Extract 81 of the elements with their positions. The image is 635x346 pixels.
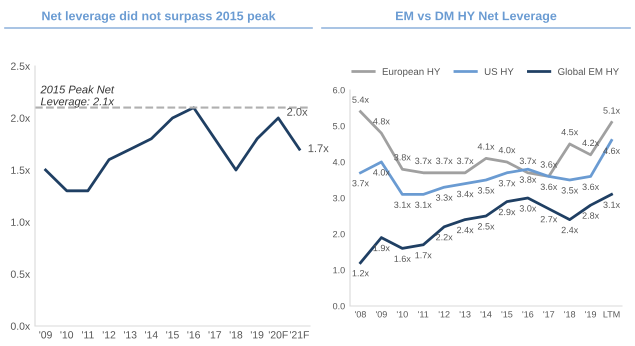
x-tick-label: '16 <box>187 331 200 339</box>
x-tick-label: '17 <box>208 331 222 338</box>
y-tick-label: 6.0 <box>333 86 345 94</box>
x-tick-label: '19 <box>585 311 596 318</box>
data-label: 2.7x <box>540 216 558 222</box>
x-tick-label: '13 <box>124 331 137 339</box>
data-label: 3.6x <box>540 184 558 190</box>
data-label: 3.0x <box>520 205 536 212</box>
x-tick-label: '21F <box>290 331 309 338</box>
x-tick-label: '19 <box>250 331 264 339</box>
legend-label: US HY <box>484 68 514 76</box>
ref-line-label: 2015 Peak Net Leverage: 2.1x <box>40 85 114 108</box>
data-label: 2.4x <box>562 226 578 234</box>
data-label: 3.8x <box>520 176 536 183</box>
x-tick-label: '17 <box>543 311 554 318</box>
data-label: 3.7x <box>436 158 453 164</box>
data-label: 4.8x <box>373 118 390 124</box>
x-tick-label: '20F <box>268 331 288 339</box>
x-tick-label: '09 <box>376 311 387 318</box>
x-tick-label: '10 <box>396 311 408 318</box>
data-label: 2.2x <box>436 234 453 240</box>
y-tick-label: 0.0 <box>332 302 345 310</box>
chart-title: EM vs DM HY Net Leverage <box>396 12 556 23</box>
x-tick-label: '12 <box>102 331 116 338</box>
data-label: 3.5x <box>562 187 578 194</box>
legend-label: European HY <box>382 68 440 77</box>
data-label: 3.1x <box>394 202 411 208</box>
data-label: 1.9x <box>374 244 390 252</box>
y-tick-label: 2.0 <box>333 230 345 238</box>
x-tick-label: '11 <box>82 331 94 338</box>
data-label: 2.9x <box>498 208 516 216</box>
data-label: 3.7x <box>415 158 432 164</box>
data-label: 5.4x <box>352 96 369 103</box>
data-label: 5.1x <box>603 107 620 114</box>
y-tick-label: 1.0x <box>11 218 30 226</box>
data-label: 1.7x <box>308 144 329 152</box>
x-tick-label: '08 <box>355 311 366 318</box>
x-tick-label: '15 <box>166 331 179 339</box>
data-label: 1.7x <box>415 252 432 258</box>
x-tick-label: LTM <box>604 311 620 318</box>
x-tick-label: '10 <box>60 331 74 339</box>
data-label: 4.0x <box>498 146 516 154</box>
y-tick-label: 1.0 <box>333 266 345 274</box>
data-label: 3.1x <box>603 202 620 208</box>
data-label: 3.1x <box>415 202 432 208</box>
data-label: 3.6x <box>582 184 600 190</box>
x-tick-label: '16 <box>522 311 534 318</box>
data-label: 4.1x <box>478 143 494 150</box>
data-label: 2.8x <box>582 212 600 219</box>
x-tick-label: '13 <box>460 311 471 318</box>
x-tick-label: '14 <box>480 311 492 318</box>
data-label: 2.0x <box>287 108 308 116</box>
y-tick-label: 3.0 <box>332 194 345 202</box>
data-label: 3.7x <box>520 158 536 164</box>
x-tick-label: '11 <box>418 311 428 318</box>
data-label: 1.6x <box>394 256 411 262</box>
y-tick-label: 2.5x <box>10 62 30 70</box>
data-label: 2.4x <box>457 226 474 234</box>
data-label: 3.7x <box>352 180 369 186</box>
y-tick-label: 0.0x <box>10 322 30 330</box>
y-tick-label: 5.0 <box>332 122 345 130</box>
x-tick-label: '14 <box>145 331 158 338</box>
x-tick-label: '18 <box>564 311 576 318</box>
x-tick-label: '12 <box>438 311 450 318</box>
y-tick-label: 2.0x <box>10 114 30 122</box>
chart-title: Net leverage did not surpass 2015 peak <box>42 11 276 23</box>
data-label: 2.5x <box>478 223 494 230</box>
x-tick-label: '09 <box>39 331 52 339</box>
data-label: 4.5x <box>561 128 578 136</box>
y-tick-label: 1.5x <box>11 166 30 174</box>
data-label: 1.2x <box>352 270 369 276</box>
y-tick-label: 0.5x <box>10 270 30 278</box>
data-label: 3.3x <box>436 194 453 201</box>
legend-label: Global EM HY <box>558 68 619 76</box>
data-label: 3.7x <box>456 158 474 164</box>
y-tick-label: 4.0 <box>332 158 345 166</box>
data-label: 3.4x <box>456 190 474 198</box>
data-label: 3.5x <box>478 187 494 194</box>
x-tick-label: '15 <box>502 311 512 318</box>
x-tick-label: '18 <box>230 331 242 339</box>
data-label: 3.7x <box>498 180 516 186</box>
